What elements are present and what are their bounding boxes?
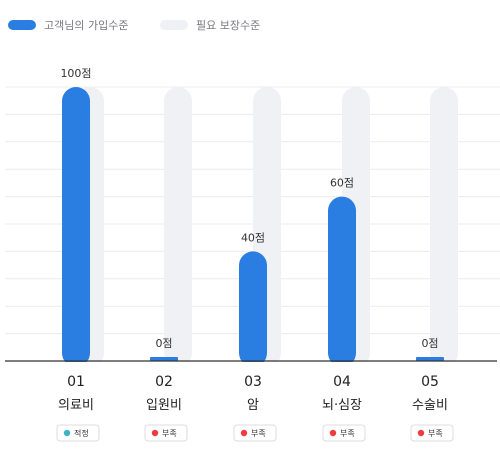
category-name: 의료비 <box>58 398 94 413</box>
status-dot <box>63 429 71 437</box>
status-badge-label: 부족 <box>428 429 443 438</box>
legend-swatch-secondary <box>160 20 188 30</box>
status-badge <box>144 424 188 442</box>
status-dot <box>329 429 337 437</box>
status-badge <box>322 424 366 442</box>
coverage-value-bar <box>328 196 356 367</box>
value-label: 40점 <box>241 231 265 244</box>
category-name: 입원비 <box>146 398 182 413</box>
status-dot <box>417 429 425 437</box>
required-level-bar <box>430 87 458 367</box>
status-badge-label: 부족 <box>340 429 355 438</box>
category-number: 05 <box>421 374 439 390</box>
value-label: 100점 <box>60 67 91 80</box>
category-number: 04 <box>333 374 351 390</box>
category-name: 암 <box>247 398 259 413</box>
status-badge-label: 부족 <box>251 429 266 438</box>
status-dot <box>151 429 159 437</box>
coverage-value-bar <box>62 87 90 367</box>
required-level-bar <box>164 87 192 367</box>
legend-label-secondary: 필요 보장수준 <box>196 19 261 32</box>
status-dot <box>240 429 248 437</box>
coverage-value-bar <box>150 357 178 361</box>
legend-item-primary: 고객님의 가입수준 <box>8 17 128 33</box>
coverage-value-bar <box>416 357 444 361</box>
value-label: 0점 <box>421 337 438 350</box>
status-badge <box>410 424 454 442</box>
category-name: 뇌·심장 <box>322 398 362 413</box>
coverage-value-bar <box>239 251 267 367</box>
baseline-mask <box>0 362 500 368</box>
legend-label-primary: 고객님의 가입수준 <box>44 19 129 32</box>
legend-item-secondary: 필요 보장수준 <box>160 17 260 33</box>
category-number: 03 <box>244 374 262 390</box>
category-number: 02 <box>155 374 173 390</box>
status-badge-label: 부족 <box>162 429 177 438</box>
category-name: 수술비 <box>412 398 448 413</box>
value-label: 0점 <box>155 337 172 350</box>
category-number: 01 <box>67 374 85 390</box>
status-badge <box>56 424 100 442</box>
status-badge-label: 적정 <box>74 428 89 438</box>
status-badge <box>233 424 277 442</box>
legend-swatch-primary <box>8 20 36 30</box>
value-label: 60점 <box>330 177 354 190</box>
